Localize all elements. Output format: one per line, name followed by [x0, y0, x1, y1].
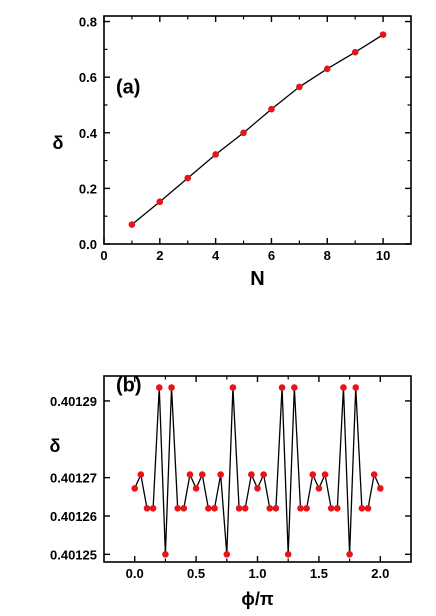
data-point-b — [352, 384, 360, 391]
data-point-b — [291, 384, 298, 391]
x-tick-label-b: 0.5 — [187, 566, 205, 581]
data-point-b — [217, 471, 224, 478]
y-tick-label-b: 0.40129 — [50, 394, 97, 409]
x-tick-label-a: 8 — [324, 248, 331, 263]
data-point-b — [192, 485, 200, 492]
x-tick-label-b: 0.0 — [126, 566, 144, 581]
data-point-b — [284, 551, 292, 558]
x-tick-label-a: 4 — [212, 248, 220, 263]
data-point-b — [137, 471, 145, 478]
data-point-b — [358, 505, 366, 512]
y-tick-label-b: 0.40125 — [50, 547, 97, 562]
data-point-b — [266, 505, 274, 512]
data-point-b — [370, 471, 378, 478]
x-tick-label-a: 2 — [156, 248, 163, 263]
x-tick-label-a: 6 — [268, 248, 275, 263]
data-point-b — [297, 505, 304, 512]
data-point-b — [364, 505, 372, 512]
y-axis-label-b: δ — [50, 436, 61, 456]
data-point-b — [334, 505, 341, 512]
data-point-b — [223, 551, 231, 558]
data-point-b — [149, 505, 157, 512]
data-point-a — [268, 105, 275, 113]
panel-label-b: (b) — [116, 375, 142, 397]
data-point-b — [321, 471, 329, 478]
data-point-a — [156, 198, 164, 206]
y-tick-label-b: 0.40126 — [50, 509, 97, 524]
chart-panel-a: 0 2 4 6 8 10 0.0 0.2 0.4 0.6 0.8 (a) δ N — [53, 15, 412, 290]
data-point-b — [186, 471, 194, 478]
y-tick-label-a: 0.4 — [79, 126, 98, 141]
data-point-b — [229, 384, 237, 391]
data-point-b — [241, 505, 249, 512]
panel-label-a: (a) — [116, 77, 140, 99]
data-point-b — [340, 384, 347, 391]
data-point-b — [303, 505, 310, 512]
y-tick-label-a: 0.8 — [79, 15, 97, 30]
data-point-b — [272, 505, 280, 512]
data-point-b — [168, 384, 175, 391]
data-point-b — [346, 551, 353, 558]
data-point-b — [377, 485, 384, 492]
data-point-b — [315, 485, 323, 492]
data-point-b — [162, 551, 169, 558]
y-tick-label-a: 0.0 — [79, 237, 97, 252]
chart-panel-b: 0.0 0.5 1.0 1.5 2.0 0.40125 0.40126 0.40127 0.40… — [50, 375, 412, 609]
data-point-a — [379, 31, 387, 38]
data-point-b — [260, 471, 267, 478]
series-line-b — [134, 387, 381, 555]
plot-frame-a — [103, 15, 412, 245]
x-tick-label-a: 0 — [100, 248, 107, 263]
series-line-a — [131, 34, 384, 226]
data-point-a — [296, 83, 303, 91]
data-point-b — [143, 505, 151, 512]
data-point-a — [323, 65, 331, 73]
data-point-b — [155, 384, 163, 391]
data-point-b — [254, 485, 261, 492]
y-tick-label-b: 0.40127 — [50, 471, 97, 486]
data-point-a — [351, 48, 359, 56]
plot-frame-b — [103, 375, 412, 563]
data-point-b — [211, 505, 218, 512]
x-tick-label-b: 2.0 — [371, 566, 389, 581]
data-point-b — [235, 505, 243, 512]
data-point-a — [184, 174, 192, 182]
data-point-b — [327, 505, 335, 512]
data-point-b — [309, 471, 317, 478]
data-point-b — [131, 485, 138, 492]
data-point-b — [180, 505, 188, 512]
data-point-b — [174, 505, 181, 512]
x-tick-label-b: 1.5 — [310, 566, 328, 581]
data-point-a — [128, 221, 136, 228]
data-point-b — [198, 471, 206, 478]
x-axis-label-a: N — [250, 268, 264, 290]
data-point-b — [278, 384, 286, 391]
data-point-b — [248, 471, 255, 478]
x-tick-label-a: 10 — [376, 248, 390, 263]
x-tick-label-b: 1.0 — [248, 566, 266, 581]
y-tick-label-a: 0.2 — [79, 181, 97, 196]
y-tick-label-a: 0.6 — [79, 70, 97, 85]
data-point-b — [205, 505, 212, 512]
data-point-a — [212, 151, 219, 158]
y-axis-label-a: δ — [53, 133, 64, 153]
data-point-a — [240, 129, 247, 137]
x-axis-label-b: ϕ/π — [241, 589, 273, 609]
